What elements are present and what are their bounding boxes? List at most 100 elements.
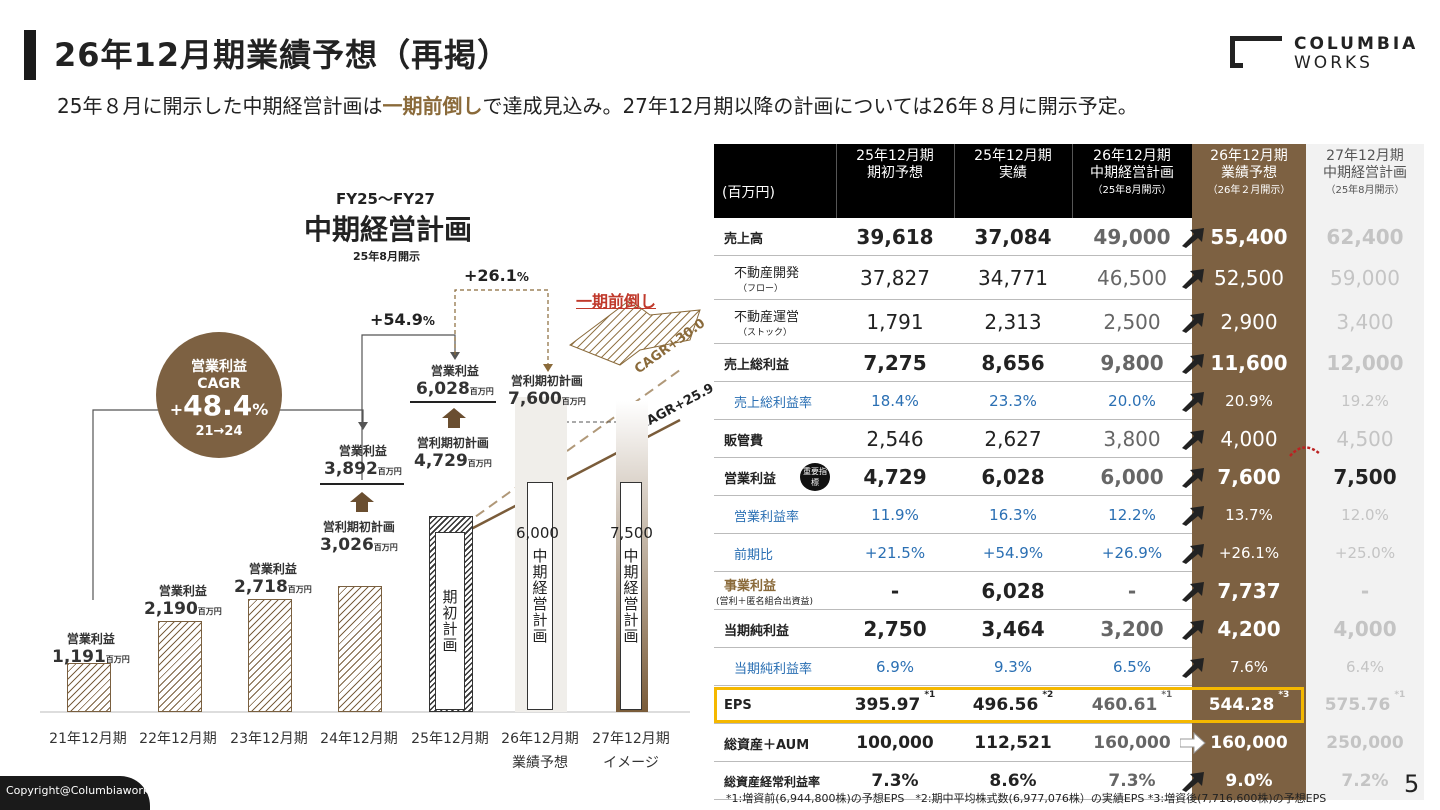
row-label: 売上総利益率 — [714, 382, 836, 420]
cell-value: 9.3% — [954, 648, 1072, 686]
up-right-arrow-icon — [1182, 544, 1204, 564]
row-separator — [714, 495, 1192, 496]
cell-value: - — [1072, 572, 1192, 610]
logo-mark — [1230, 36, 1282, 68]
bar25-plan-unit: 百万円 — [467, 459, 492, 468]
cell-text: 6.4% — [1345, 658, 1385, 676]
row-label: 販管費 — [714, 420, 836, 458]
logo-line1: COLUMBIA — [1294, 34, 1419, 54]
cell-value: 6.9% — [836, 648, 954, 686]
cell-value: 2,546 — [836, 420, 954, 458]
bar-23年12月期 — [248, 599, 292, 712]
row-label: 営業利益率 — [714, 496, 836, 534]
table-row: 前期比 +21.5% +54.9% +26.9% +26.1% +25.0% — [714, 534, 1426, 572]
row-label-sub: （フロー） — [738, 284, 784, 294]
growth1-label: +54.9% — [370, 310, 435, 329]
cell-value: 59,000 — [1306, 256, 1424, 300]
cell-value: 2,500 — [1072, 300, 1192, 344]
row-label-text: 不動産開発 — [734, 266, 800, 281]
cell-value: 7.3% — [1072, 762, 1192, 800]
row-label-text: 総資産経常利益率 — [724, 774, 821, 789]
cell-text: 16.3% — [989, 506, 1037, 524]
cagr-plus: + — [169, 400, 184, 419]
ahead-label: 一期前倒し — [576, 292, 657, 311]
cell-text: 11,600 — [1210, 351, 1288, 375]
x-label-22: 22年12月期 — [139, 731, 217, 747]
col-header-l2: 期初予想 — [867, 165, 923, 181]
cell-text: 37,084 — [974, 225, 1052, 249]
cell-value: 9,800 — [1072, 344, 1192, 382]
table-row: 当期純利益率 6.9% 9.3% 6.5% 7.6% 6.4% — [714, 648, 1426, 686]
cell-value: 19.2% — [1306, 382, 1424, 420]
cagr-circle-l1: 営業利益 — [191, 359, 247, 375]
cell-value: 52,500 — [1192, 256, 1306, 300]
cell-value: 3,800 — [1072, 420, 1192, 458]
cell-value: 7.3% — [836, 762, 954, 800]
x-label-24: 24年12月期 — [320, 731, 398, 747]
table-unit-label: (百万円) — [722, 185, 775, 201]
cell-value: 39,618 — [836, 218, 954, 256]
col-header-l3: （25年8月開示） — [1092, 185, 1172, 196]
row-separator — [714, 381, 1192, 382]
cagr-circle-l2: CAGR — [197, 376, 241, 392]
row-label: 売上高 — [714, 218, 836, 256]
cell-text: +26.1% — [1218, 544, 1280, 562]
cell-value: 7.2% — [1306, 762, 1424, 800]
bar26-unit: 百万円 — [561, 397, 586, 406]
forecast-column-bg — [1192, 144, 1306, 800]
cell-value: 12.2% — [1072, 496, 1192, 534]
cell-value: +26.1% — [1192, 534, 1306, 572]
cell-value: 20.9% — [1192, 382, 1306, 420]
cell-text: 4,500 — [1336, 427, 1394, 451]
cell-text: 49,000 — [1093, 225, 1171, 249]
table-row: EPS 395.97 *1 496.56 *2 460.61 *1 544.28 *3 575.7… — [714, 686, 1426, 724]
cell-value: 3,200 — [1072, 610, 1192, 648]
row-label: 売上総利益 — [714, 344, 836, 382]
cell-value: 11,600 — [1192, 344, 1306, 382]
cell-value: 1,791 — [836, 300, 954, 344]
col-header-l2: 中期経営計画 — [1323, 165, 1407, 181]
cell-note: *2 — [1042, 690, 1054, 700]
growth2-pct: % — [516, 270, 529, 284]
cell-value: - — [1306, 572, 1424, 610]
cell-value: 496.56 *2 — [954, 686, 1072, 724]
cell-text: 4,200 — [1217, 617, 1281, 641]
cell-value: +54.9% — [954, 534, 1072, 572]
cell-text: 7,500 — [1333, 465, 1397, 489]
col-header-l1: 27年12月期 — [1326, 148, 1404, 164]
chart-heading: FY25〜FY27 — [336, 190, 435, 208]
col-header-1: 25年12月期 期初予想 — [836, 148, 954, 182]
company-logo: COLUMBIA WORKS — [1228, 34, 1418, 74]
cell-text: 8,656 — [981, 351, 1045, 375]
cell-text: 7.3% — [871, 771, 919, 791]
bar23-unit: 百万円 — [287, 585, 312, 594]
bar-21年12月期 — [67, 662, 111, 712]
row-label-sub: （ストック） — [738, 328, 793, 338]
cell-value: 112,521 — [954, 724, 1072, 762]
growth2-arrow — [543, 364, 553, 372]
cell-value: - — [836, 572, 954, 610]
row-label-text: 売上総利益率 — [734, 395, 813, 411]
bar24-plan-title: 営利期初計画 — [322, 520, 395, 534]
cell-text: - — [1360, 579, 1370, 603]
col-divider — [954, 144, 955, 218]
bar23-label-title: 営業利益 — [248, 562, 297, 576]
row-separator — [714, 761, 1192, 762]
cell-text: 112,521 — [974, 733, 1052, 753]
cell-value: 7,500 — [1306, 458, 1424, 496]
col-header-l1: 25年12月期 — [856, 148, 934, 164]
up-arrow-25 — [442, 408, 466, 428]
subtitle-post: で達成見込み。27年12月期以降の計画については26年８月に開示予定。 — [482, 94, 1138, 118]
table-row: 総資産経常利益率 7.3% 8.6% 7.3% 9.0% 7.2% — [714, 762, 1426, 800]
bar21-label: 営業利益 1,191百万円 — [52, 630, 130, 667]
row-label: 不動産運営 （ストック） — [714, 300, 836, 344]
footnotes: *1:増資前(6,944,800株)の予想EPS *2:期中平均株式数(6,97… — [726, 792, 1327, 805]
cell-text: 160,000 — [1210, 733, 1288, 753]
table-row: 総資産＋AUM 100,000 112,521 160,000 160,000 250,0… — [714, 724, 1426, 762]
bar26-label-title: 営利期初計画 — [510, 374, 583, 388]
cell-text: 18.4% — [871, 392, 919, 410]
cell-note: *1 — [924, 690, 936, 700]
row-label: 不動産開発 （フロー） — [714, 256, 836, 300]
key-metric-badge: 重要指標 — [800, 463, 830, 491]
cell-value: 23.3% — [954, 382, 1072, 420]
